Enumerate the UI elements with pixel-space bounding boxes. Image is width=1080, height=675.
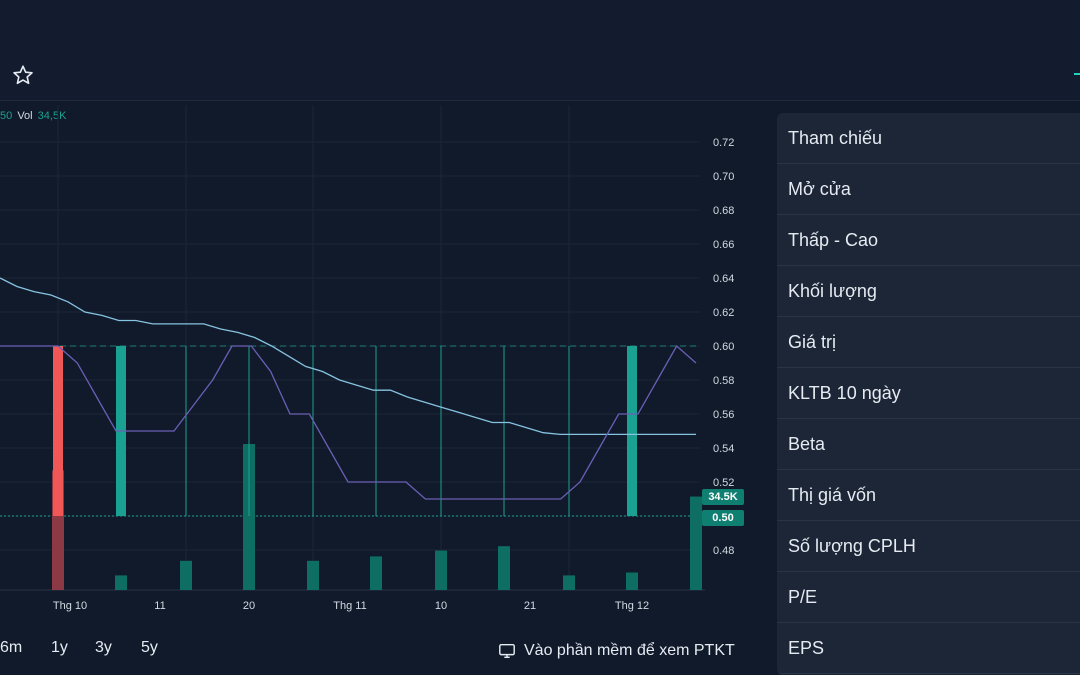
volume-bar [563,575,575,590]
stat-row-thap-cao: Thấp - Cao [777,215,1080,266]
stat-row-so-luong-cplh: Số lượng CPLH [777,521,1080,572]
price-chart[interactable]: 0.72 0.70 0.68 0.66 0.64 0.62 0.60 0.58 0.56 0.54… [0,100,760,620]
range-3y[interactable]: 3y [95,639,112,656]
stats-panel: Tham chiếu Mở cửa Thấp - Cao Khối lượng … [777,113,1080,675]
legend-vol-label: Vol [17,110,33,122]
open-software-label: Vào phần mềm để xem PTKT [524,642,735,659]
header-bar [0,0,1080,101]
y-tick-label: 0.72 [713,137,734,149]
candle [627,346,637,516]
x-tick-label: 21 [524,600,536,612]
y-tick-label: 0.70 [713,171,734,183]
stat-row-gia-tri: Giá trị [777,317,1080,368]
last-price-tag: 0.50 [702,510,744,526]
y-tick-label: 0.68 [713,205,734,217]
y-tick-label: 0.66 [713,239,734,251]
candle [53,346,63,516]
chart-legend: 50 Vol 34,5K [0,110,66,122]
moving-average-line [0,277,696,436]
legend-vol-value: 34,5K [37,110,67,122]
x-tick-label: 11 [154,600,165,612]
monitor-icon [499,643,515,659]
y-tick-label: 0.56 [713,409,734,421]
y-tick-label: 0.62 [713,307,734,319]
header-accent [1074,73,1080,75]
range-1y[interactable]: 1y [51,639,68,656]
stat-row-mo-cua: Mở cửa [777,164,1080,215]
volume-bar [435,550,447,590]
y-tick-label: 0.52 [713,477,734,489]
volume-bar [498,546,510,590]
volume-bar [370,556,382,590]
volume-bar [180,560,192,590]
y-tick-label: 0.58 [713,375,734,387]
x-tick-label: Thg 12 [615,600,649,612]
stat-row-khoi-luong: Khối lượng [777,266,1080,317]
x-tick-label: Thg 10 [53,600,87,612]
volume-bar [690,496,702,590]
stat-row-kltb: KLTB 10 ngày [777,368,1080,419]
open-software-link[interactable]: Vào phần mềm để xem PTKT [498,642,735,660]
volume-bar [626,572,638,590]
y-tick-label: 0.48 [713,545,734,557]
stat-row-pe: P/E [777,572,1080,623]
y-tick-label: 0.54 [713,443,734,455]
stat-row-tham-chieu: Tham chiếu [777,113,1080,164]
range-5y[interactable]: 5y [141,639,158,656]
y-tick-label: 0.60 [713,341,734,353]
volume-bar [243,444,255,590]
legend-prefix-value: 50 [0,110,13,122]
price-line [0,344,697,500]
x-tick-label: 10 [435,600,447,612]
volume-bar [115,575,127,590]
stat-row-thi-gia-von: Thị giá vốn [777,470,1080,521]
range-6m[interactable]: 6m [0,639,23,656]
volume-price-tag: 34.5K [702,489,744,505]
star-icon[interactable] [12,64,34,86]
x-tick-label: 20 [243,600,255,612]
volume-bar [307,560,319,590]
y-tick-label: 0.64 [713,273,734,285]
x-tick-label: Thg 11 [333,600,366,612]
stat-row-beta: Beta [777,419,1080,470]
stat-row-eps: EPS [777,623,1080,674]
